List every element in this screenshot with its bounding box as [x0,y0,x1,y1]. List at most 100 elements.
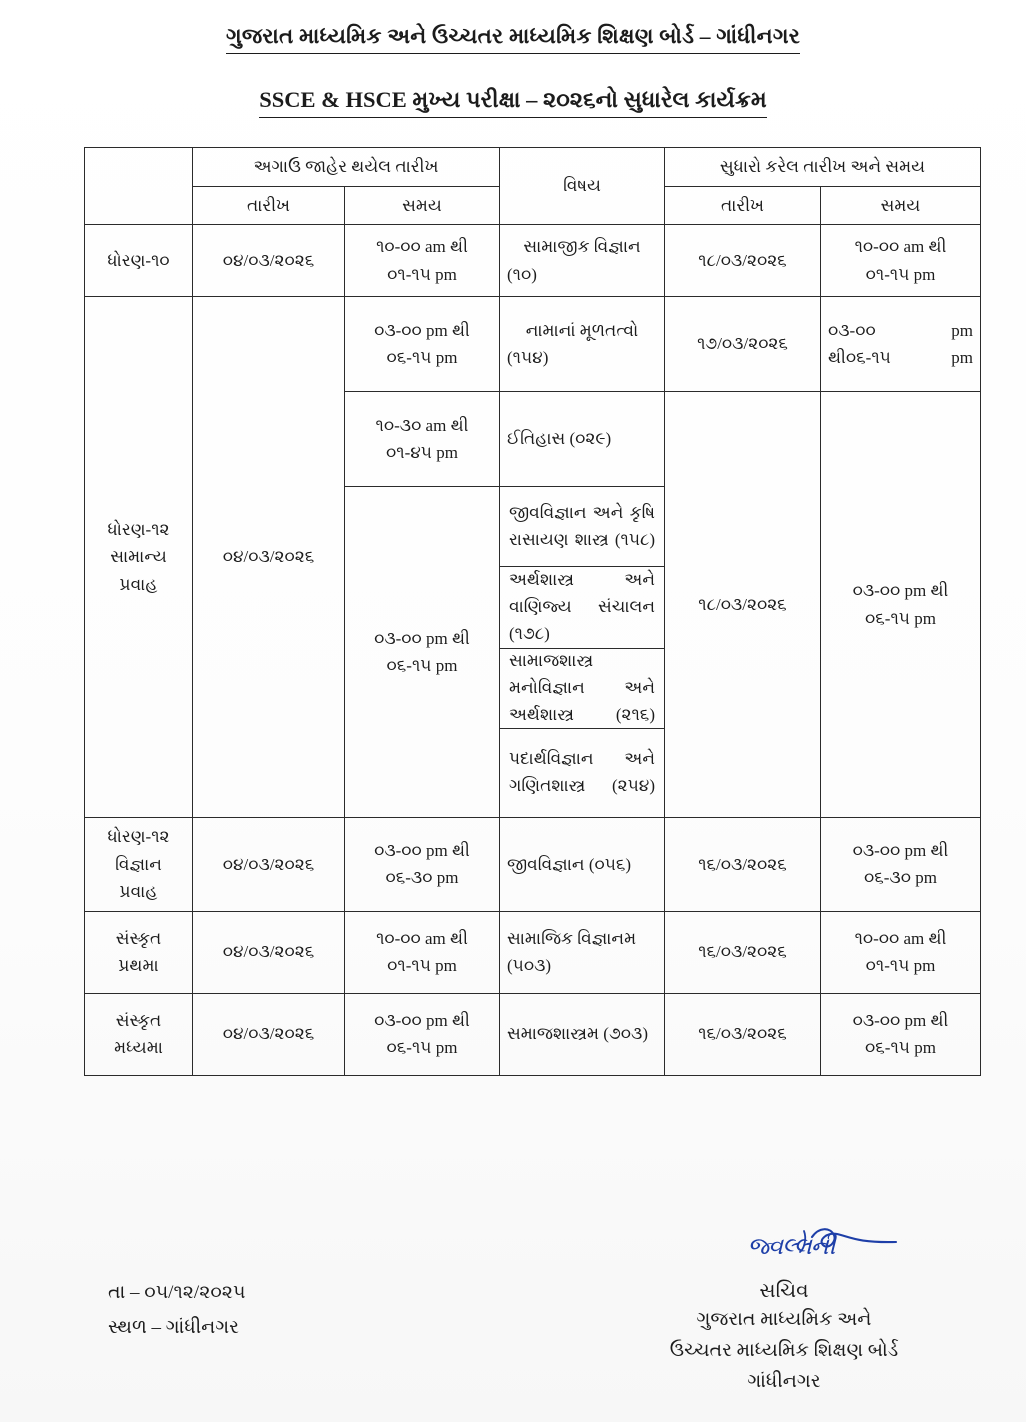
cell-prev-time: ૧૦-૩૦ am થી ૦૧-૪૫ pm [344,391,500,488]
prev-time-start: ૦૩-૦૦ pm થી [374,1010,470,1030]
prev-time-end: ૦૧-૪૫ pm [386,443,458,463]
subject-item: અર્થશાસ્ત્ર અને વાણિજ્ય સંચાલન (૧૭૮) [500,567,664,650]
subject-text: સામાજશાસ્ત્ર મનોવિજ્ઞાન અને અર્થશાસ્ત્ર … [509,651,655,724]
prev-time-start: ૧૦-૦૦ am થી [376,928,468,948]
cell-new-date: ૧૬/૦૩/૨૦૨૬ [664,992,821,1076]
cell-new-time: ૦૩-૦૦ pm થી ૦૬-૧૫ pm [820,391,981,819]
new-time-start: ૧૦-૦૦ am થી [854,237,947,257]
cell-prev-time: ૦૩-૦૦ pm થી ૦૬-૩૦ pm [344,817,500,912]
new-time-end: ૦૧-૧૫ pm [865,264,936,284]
prev-time-start: ૦૩-૦૦ pm થી [374,628,470,648]
table-group-header-row: અગાઉ જાહેર થયેલ તારીખ વિષય સુધારો કરેલ ત… [84,146,981,226]
cell-new-time: ૦૩-૦૦ pm થી૦૬-૧૫ pm [820,296,981,393]
designation-label: સચિવ [759,1280,809,1302]
cell-standard: ધોરણ-૧૨ સામાન્ય પ્રવાહ [84,296,193,819]
cell-prev-date: ૦૪/૦૩/૨૦૨૬ [192,224,345,298]
cell-new-date: ૧૭/૦૩/૨૦૨૬ [664,296,821,393]
cell-subject-list: જીવવિજ્ઞાન અને કૃષિ રાસાયણ શાસ્ત્ર (૧૫૮)… [499,486,665,819]
cell-prev-time: ૦૩-૦૦ pm થી ૦૬-૧૫ pm [344,296,500,393]
cell-new-date: ૧૮/૦૩/૨૦૨૬ [664,391,821,819]
cell-prev-time: ૧૦-૦૦ am થી ૦૧-૧૫ pm [344,224,500,298]
subject-item: પદાર્થવિજ્ઞાન અને ગણિતશાસ્ત્ર (૨૫૪) [500,729,664,817]
cell-prev-date: ૦૪/૦૩/૨૦૨૬ [192,296,345,819]
cell-standard: સંસ્કૃત મધ્યમા [84,992,193,1076]
cell-subject: સામાજિક વિજ્ઞાનમ (૫૦૩) [499,910,665,994]
table-row: ધોરણ-૧૦ ૦૪/૦૩/૨૦૨૬ ૧૦-૦૦ am થી ૦૧-૧૫ pm … [84,224,981,298]
prev-time-start: ૧૦-૩૦ am થી [375,415,469,435]
table-row: સંસ્કૃત મધ્યમા ૦૪/૦૩/૨૦૨૬ ૦૩-૦૦ pm થી ૦૬… [84,992,981,1076]
footer-board-line-3: ગાંધીનગર [747,1370,821,1392]
standard-line-1: સંસ્કૃત [115,1010,162,1030]
prev-time-end: ૦૧-૧૫ pm [387,264,457,284]
cell-new-time: ૦૩-૦૦ pm થી ૦૬-૩૦ pm [820,817,981,912]
cell-standard: ધોરણ-૧૨ વિજ્ઞાન પ્રવાહ [84,817,193,912]
prev-time-start: ૦૩-૦૦ pm થી [374,320,470,340]
new-time-start: ૧૦-૦૦ am થી [854,928,947,948]
standard-line-3: પ્રવાહ [119,574,158,594]
cell-prev-date: ૦૪/૦૩/૨૦૨૬ [192,817,345,912]
cell-prev-time: ૦૩-૦૦ pm થી ૦૬-૧૫ pm [344,992,500,1076]
prev-time-start: ૦૩-૦૦ pm થી [374,840,470,860]
cell-subject: સમાજશાસ્ત્રમ (૭૦૩) [499,992,665,1076]
cell-new-time: ૦૩-૦૦ pm થી ૦૬-૧૫ pm [820,992,981,1076]
header-revised-group: સુધારો કરેલ તારીખ અને સમય [664,147,981,187]
footer-signature-block: જ્વલ્લની સચિવ ગુજરાત માધ્યમિક અને ઉચ્ચતર… [594,1228,974,1397]
new-time-end: ૦૬-૧૫ pm [865,608,936,628]
table-row: ૧૦-૩૦ am થી ૦૧-૪૫ pm ઈતિહાસ (૦૨૯) ૧૮/૦૩/… [85,391,981,819]
standard-line-2: સામાન્ય [110,547,167,567]
new-time-end: થી૦૬-૧૫ pm [828,348,973,368]
subject-item: જીવવિજ્ઞાન અને કૃષિ રાસાયણ શાસ્ત્ર (૧૫૮) [500,487,664,568]
cell-new-date: ૧૬/૦૩/૨૦૨૬ [664,910,821,994]
document-footer: તા – ૦૫/૧૨/૨૦૨૫ સ્થળ – ગાંધીનગર જ્વલ્લની… [0,1228,1026,1415]
cell-subject: ઈતિહાસ (૦૨૯) [499,391,665,488]
signature-row: જ્વલ્લની [594,1228,974,1269]
prev-time-end: ૦૬-૧૫ pm [386,656,458,676]
header-new-date: તારીખ [664,185,821,226]
footer-board-line-2: ઉચ્ચતર માધ્યમિક શિક્ષણ બોર્ડ [669,1339,899,1361]
subject-item: સામાજશાસ્ત્ર મનોવિજ્ઞાન અને અર્થશાસ્ત્ર … [500,649,664,730]
standard-line-1: સંસ્કૃત [115,928,162,948]
prev-time-end: ૦૬-૧૫ pm [386,348,458,368]
header-previous-date-group: અગાઉ જાહેર થયેલ તારીખ [192,147,500,187]
header-new-time: સમય [820,185,981,226]
new-time-end: ૦૬-૧૫ pm [865,1038,936,1058]
footer-place: સ્થળ – ગાંધીનગર [108,1317,240,1339]
footer-left-block: તા – ૦૫/૧૨/૨૦૨૫ સ્થળ – ગાંધીનગર [108,1275,245,1345]
cell-new-time: ૧૦-૦૦ am થી ૦૧-૧૫ pm [820,224,981,298]
cell-prev-time: ૦૩-૦૦ pm થી ૦૬-૧૫ pm [344,486,500,819]
page-title: SSCE & HSCE મુખ્ય પરીક્ષા – ૨૦૨૬નો સુધાર… [259,85,767,119]
new-time-start: ૦૩-૦૦ pm થી [852,1010,949,1030]
cell-subject: નામાનાં મૂળતત્વો (૧૫૪) [499,296,665,393]
header-standard-blank [84,146,193,226]
document-header: ગુજરાત માધ્યમિક અને ઉચ્ચતર માધ્યમિક શિક્… [0,0,1026,55]
footer-date: તા – ૦૫/૧૨/૨૦૨૫ [108,1282,246,1303]
board-name-heading: ગુજરાત માધ્યમિક અને ઉચ્ચતર માધ્યમિક શિક્… [225,22,801,55]
standard-line-3: પ્રવાહ [119,882,158,902]
footer-board-line-1: ગુજરાત માધ્યમિક અને [696,1309,872,1330]
signature-flourish-icon [799,1228,898,1253]
cell-subject: સામાજીક વિજ્ઞાન (૧૦) [499,224,665,298]
footer-board-name: ગુજરાત માધ્યમિક અને ઉચ્ચતર માધ્યમિક શિક્… [594,1305,974,1397]
prev-time-end: ૦૧-૧૫ pm [387,956,457,976]
cell-prev-time: ૧૦-૦૦ am થી ૦૧-૧૫ pm [344,910,500,994]
header-prev-date: તારીખ [192,185,345,226]
table-row: ધોરણ-૧૨ સામાન્ય પ્રવાહ ૦૪/૦૩/૨૦૨૬ ૦૩-૦૦ … [84,296,981,819]
header-prev-time: સમય [344,185,500,226]
standard-line-2: મધ્યમા [114,1038,163,1058]
cell-standard: સંસ્કૃત પ્રથમા [84,910,193,994]
prev-time-end: ૦૬-૩૦ pm [385,868,459,888]
new-time-end: ૦૬-૩૦ pm [864,868,937,888]
standard-line-2: વિજ્ઞાન [115,854,162,874]
standard-line-1: ધોરણ-૧૨ [107,827,170,847]
table-row: ૦૩-૦૦ pm થી ૦૬-૧૫ pm જીવવિજ્ઞાન અને કૃષિ… [85,486,981,819]
cell-standard: ધોરણ-૧૦ [84,224,193,298]
cell-new-date: ૧૬/૦૩/૨૦૨૬ [664,817,821,912]
cell-prev-date: ૦૪/૦૩/૨૦૨૬ [192,992,345,1076]
standard-line-2: પ્રથમા [118,956,159,976]
prev-time-start: ૧૦-૦૦ am થી [376,237,468,257]
new-time-start: ૦૩-૦૦ pm [828,320,973,340]
header-subject: વિષય [499,146,665,226]
schedule-table-wrapper: અગાઉ જાહેર થયેલ તારીખ વિષય સુધારો કરેલ ત… [84,146,981,1076]
cell-new-time: ૧૦-૦૦ am થી ૦૧-૧૫ pm [820,910,981,994]
